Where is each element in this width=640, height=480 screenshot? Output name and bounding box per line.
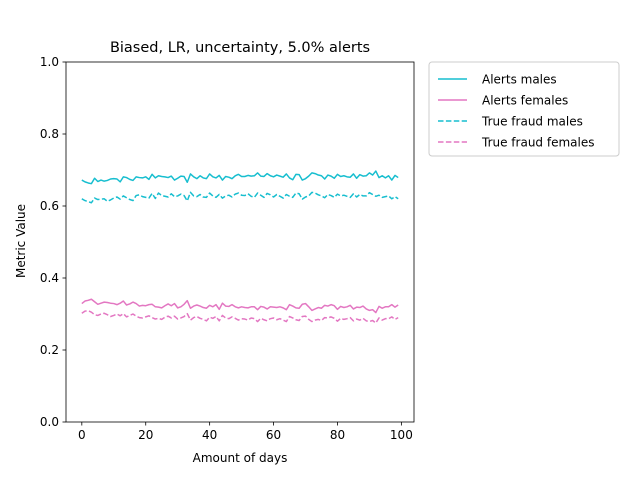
- x-axis-label: Amount of days: [193, 451, 288, 465]
- x-tick-label: 80: [330, 428, 345, 442]
- legend-label-alerts-males: Alerts males: [482, 72, 557, 86]
- y-tick-label: 0.4: [40, 271, 59, 285]
- y-tick-label: 0.2: [40, 343, 59, 357]
- y-tick-label: 0.0: [40, 415, 59, 429]
- x-tick-label: 100: [390, 428, 413, 442]
- y-tick-label: 1.0: [40, 55, 59, 69]
- x-tick-label: 60: [266, 428, 281, 442]
- y-axis: 0.0 0.2 0.4 0.6 0.8 1.0: [40, 55, 66, 429]
- legend: Alerts males Alerts females True fraud mal…: [428, 61, 620, 157]
- legend-label-true-fraud-females: True fraud females: [481, 135, 594, 149]
- plot-frame: [65, 61, 415, 423]
- series-line-alerts-females: [81, 298, 399, 314]
- plot-area: [65, 61, 415, 423]
- legend-label-alerts-females: Alerts females: [482, 93, 568, 107]
- x-tick-label: 0: [78, 428, 86, 442]
- series-line-alerts-males: [81, 170, 399, 185]
- x-tick-label: 40: [202, 428, 217, 442]
- y-tick-label: 0.8: [40, 127, 59, 141]
- series-layer: [81, 170, 399, 324]
- y-tick-label: 0.6: [40, 199, 59, 213]
- series-line-true-fraud-females: [81, 310, 399, 324]
- y-axis-label: Metric Value: [14, 204, 28, 278]
- legend-label-true-fraud-males: True fraud males: [481, 114, 583, 128]
- series-line-true-fraud-males: [81, 191, 399, 204]
- chart-title: Biased, LR, uncertainty, 5.0% alerts: [110, 40, 370, 56]
- legend-frame: [428, 61, 620, 157]
- x-tick-label: 20: [138, 428, 153, 442]
- x-axis: 0 20 40 60 80 100: [78, 422, 413, 442]
